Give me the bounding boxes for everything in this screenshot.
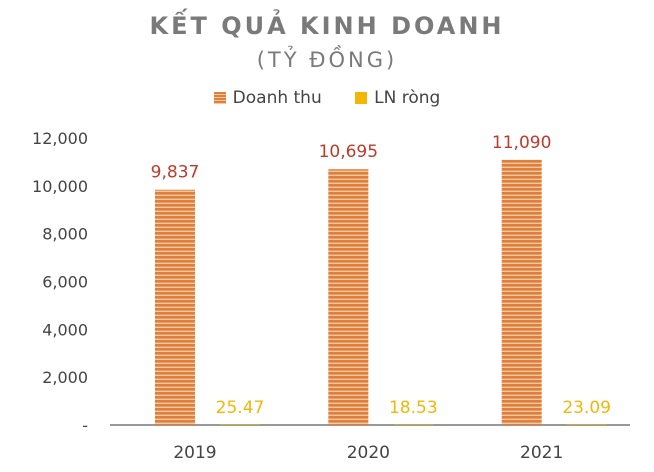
y-tick-label: 6,000 [42,273,88,292]
bar-revenue [155,189,195,425]
chart-subtitle: (TỶ ĐỒNG) [256,48,398,72]
data-label-revenue: 11,090 [492,133,551,153]
bar-net-profit [393,424,434,426]
data-label-net-profit: 25.47 [216,398,265,418]
data-label-revenue: 9,837 [151,163,200,183]
y-tick-label: 12,000 [32,129,88,148]
bar-revenue [501,159,542,425]
bar-net-profit [220,424,260,425]
legend-label-net-profit: LN ròng [374,88,441,108]
x-tick-label: 2021 [520,443,563,463]
x-tick-label: 2019 [173,443,216,463]
legend: Doanh thu LN ròng [0,88,654,109]
data-label-net-profit: 18.53 [389,398,438,418]
y-tick-label: 10,000 [32,177,88,196]
legend-label-revenue: Doanh thu [232,88,322,108]
chart-title: KẾT QUẢ KINH DOANH [149,12,505,40]
legend-swatch-revenue [213,92,226,104]
y-tick-label: 4,000 [42,320,88,339]
data-label-revenue: 10,695 [319,142,378,162]
y-tick-label: 2,000 [42,368,88,387]
bar-net-profit [566,424,607,425]
bar-revenue [328,169,369,425]
y-tick-label: 8,000 [42,225,88,244]
x-tick-label: 2020 [347,443,390,463]
legend-item-net-profit: LN ròng [355,88,440,108]
legend-swatch-net-profit [355,92,368,104]
data-label-net-profit: 23.09 [562,398,611,418]
legend-item-revenue: Doanh thu [213,88,322,108]
y-tick-label: - [82,416,88,435]
